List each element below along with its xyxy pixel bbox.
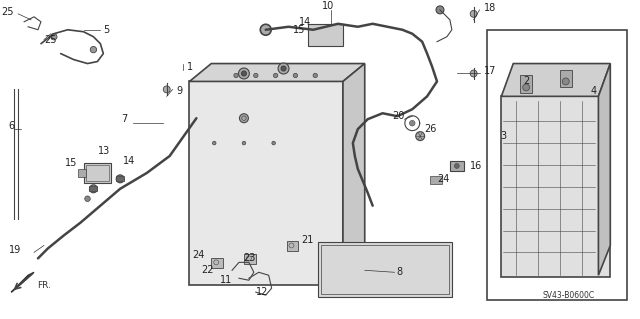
Text: 16: 16 <box>470 161 482 171</box>
Circle shape <box>239 68 250 79</box>
Text: 7: 7 <box>121 114 127 124</box>
Circle shape <box>313 73 317 78</box>
Text: 15: 15 <box>65 158 77 168</box>
Polygon shape <box>501 63 611 96</box>
Circle shape <box>416 132 425 141</box>
Bar <box>520 76 532 93</box>
Bar <box>430 176 442 184</box>
Text: 24: 24 <box>192 250 204 260</box>
Circle shape <box>253 73 258 78</box>
Text: 2: 2 <box>523 77 529 86</box>
Bar <box>486 30 627 300</box>
Circle shape <box>241 71 246 76</box>
Circle shape <box>454 163 460 168</box>
Circle shape <box>470 70 477 77</box>
Bar <box>211 258 223 268</box>
Text: 8: 8 <box>396 267 403 277</box>
Text: 10: 10 <box>322 1 334 11</box>
Text: 5: 5 <box>103 25 109 35</box>
Bar <box>244 254 256 264</box>
Text: 19: 19 <box>9 245 21 256</box>
Text: 21: 21 <box>301 235 314 246</box>
Circle shape <box>212 141 216 145</box>
Bar <box>90 186 97 191</box>
Bar <box>318 242 452 297</box>
Circle shape <box>90 185 97 193</box>
Circle shape <box>116 175 124 183</box>
Text: 3: 3 <box>500 131 506 141</box>
Text: 25: 25 <box>44 35 56 45</box>
Bar <box>77 169 86 177</box>
Text: 15: 15 <box>293 25 305 35</box>
Bar <box>308 24 343 46</box>
Text: 13: 13 <box>98 146 110 156</box>
Bar <box>116 176 124 181</box>
Circle shape <box>470 11 477 17</box>
Circle shape <box>234 73 238 78</box>
Text: 14: 14 <box>299 17 311 27</box>
Polygon shape <box>343 63 365 285</box>
Text: 9: 9 <box>177 86 183 96</box>
Text: 4: 4 <box>591 86 596 96</box>
Circle shape <box>436 6 444 14</box>
Circle shape <box>242 141 246 145</box>
Text: 11: 11 <box>220 275 232 285</box>
Bar <box>560 70 572 87</box>
Circle shape <box>272 141 275 145</box>
Circle shape <box>90 47 97 53</box>
Circle shape <box>278 63 289 74</box>
Circle shape <box>563 78 569 85</box>
Text: SV43-B0600C: SV43-B0600C <box>543 291 595 300</box>
Bar <box>84 163 111 183</box>
Polygon shape <box>189 63 365 81</box>
Circle shape <box>84 196 90 202</box>
Circle shape <box>260 24 271 35</box>
Circle shape <box>163 86 170 93</box>
Text: 12: 12 <box>256 287 268 297</box>
Polygon shape <box>12 272 34 292</box>
Circle shape <box>281 66 286 71</box>
Text: 24: 24 <box>437 174 449 184</box>
Bar <box>287 241 298 251</box>
Text: 6: 6 <box>8 121 14 131</box>
Bar <box>321 245 449 294</box>
Text: FR.: FR. <box>37 281 51 290</box>
Bar <box>501 96 611 277</box>
Circle shape <box>273 73 278 78</box>
Bar <box>86 165 109 181</box>
Circle shape <box>523 84 529 91</box>
Text: 25: 25 <box>2 7 14 17</box>
Circle shape <box>239 114 248 123</box>
Circle shape <box>410 120 415 126</box>
Text: 22: 22 <box>202 265 214 275</box>
Bar <box>189 81 343 285</box>
Text: 1: 1 <box>186 62 193 71</box>
Circle shape <box>51 33 57 40</box>
Text: 14: 14 <box>123 156 136 166</box>
Text: 26: 26 <box>424 124 436 134</box>
Text: 20: 20 <box>392 111 404 121</box>
Bar <box>450 161 464 171</box>
Text: 23: 23 <box>243 253 256 263</box>
Text: 17: 17 <box>484 66 496 77</box>
Polygon shape <box>598 63 611 275</box>
Circle shape <box>293 73 298 78</box>
Text: 18: 18 <box>484 3 496 13</box>
